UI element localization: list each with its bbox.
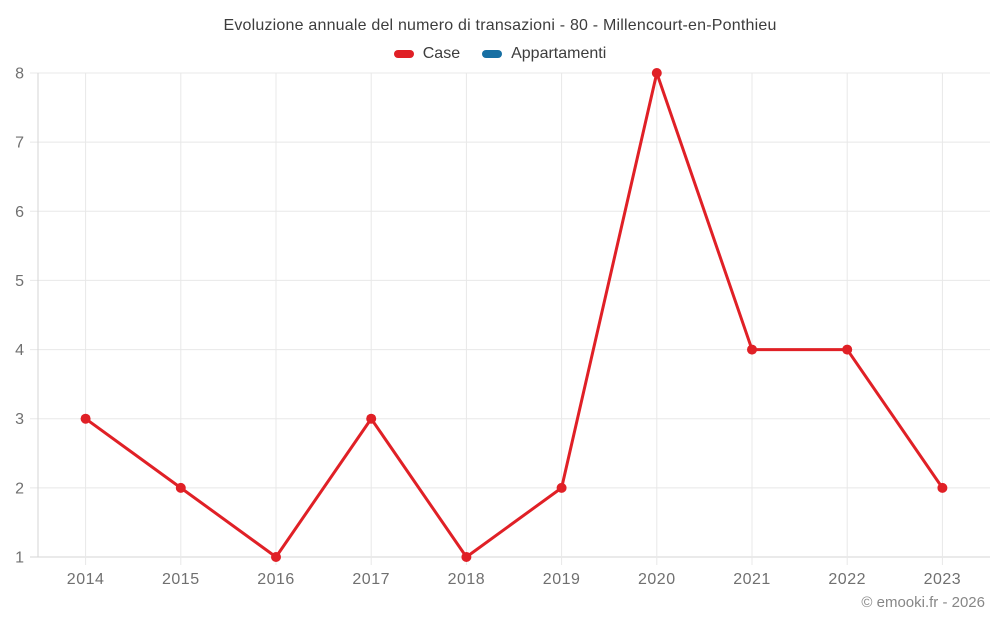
y-axis-tick-label: 1 <box>15 550 24 567</box>
x-axis-tick-label: 2018 <box>448 571 486 588</box>
y-axis-tick-label: 8 <box>15 66 24 83</box>
y-axis-tick-label: 6 <box>15 204 24 221</box>
legend-label: Appartamenti <box>511 45 607 62</box>
data-point-case-2023[interactable] <box>937 482 948 493</box>
x-axis-tick-label: 2020 <box>638 571 676 588</box>
x-axis-tick-label: 2023 <box>924 571 962 588</box>
data-point-case-2017[interactable] <box>366 413 377 424</box>
legend: Case Appartamenti <box>0 45 1000 63</box>
data-point-case-2016[interactable] <box>271 552 281 562</box>
x-axis-tick-label: 2015 <box>162 571 200 588</box>
legend-swatch-icon <box>393 50 414 58</box>
data-point-case-2014[interactable] <box>80 413 91 424</box>
data-point-case-2021[interactable] <box>747 344 757 355</box>
x-axis-tick-label: 2019 <box>543 571 581 588</box>
x-axis-tick-label: 2022 <box>828 571 866 588</box>
data-point-case-2022[interactable] <box>842 344 853 355</box>
data-point-case-2020[interactable] <box>651 68 662 78</box>
data-point-case-2019[interactable] <box>556 482 567 493</box>
x-axis-tick-label: 2021 <box>733 571 771 588</box>
watermark: © emooki.fr - 2026 <box>861 594 985 611</box>
legend-item-case[interactable]: Case <box>393 45 461 63</box>
legend-item-appartamenti[interactable]: Appartamenti <box>482 45 606 63</box>
x-axis-tick-label: 2014 <box>67 571 105 588</box>
x-axis-tick-label: 2017 <box>352 571 390 588</box>
y-axis-tick-label: 2 <box>15 480 24 497</box>
legend-swatch-icon <box>482 50 503 58</box>
data-point-case-2018[interactable] <box>461 552 472 562</box>
series-line-case <box>84 71 944 559</box>
y-axis-tick-label: 7 <box>15 135 24 152</box>
y-axis-tick-label: 4 <box>15 342 24 359</box>
chart-title: Evoluzione annuale del numero di transaz… <box>223 17 777 34</box>
y-axis-tick-label: 3 <box>15 411 24 428</box>
x-axis-tick-label: 2016 <box>257 571 295 588</box>
data-point-case-2015[interactable] <box>175 482 186 493</box>
y-axis-tick-label: 5 <box>15 273 24 290</box>
legend-label: Case <box>422 45 461 62</box>
